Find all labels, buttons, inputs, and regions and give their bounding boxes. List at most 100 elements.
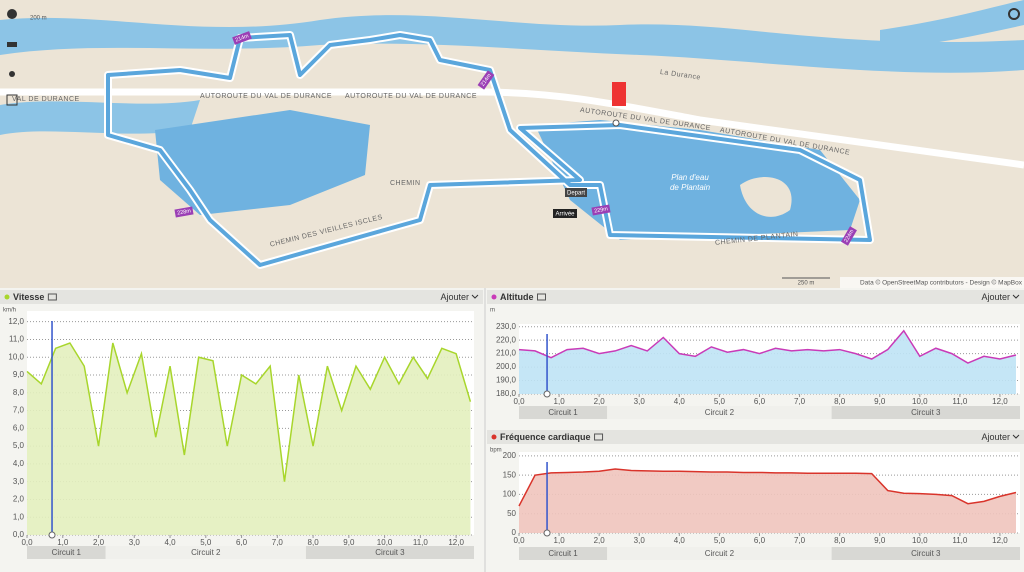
x-tick-label: 2,0 <box>93 538 105 547</box>
x-tick-label: 9,0 <box>874 536 886 545</box>
x-tick-label: 9,0 <box>343 538 355 547</box>
y-tick-label: 5,0 <box>13 441 25 450</box>
road-label: VAL DE DURANCE <box>12 96 80 103</box>
circuit-label: Circuit 3 <box>911 408 941 417</box>
lake <box>155 110 370 215</box>
zoom-in[interactable] <box>7 9 17 19</box>
street-label: CHEMIN <box>390 180 421 187</box>
x-tick-label: 0,0 <box>513 397 525 406</box>
x-tick-label: 1,0 <box>554 536 566 545</box>
x-tick-label: 10,0 <box>377 538 393 547</box>
series-line <box>518 468 1017 507</box>
circuit-band <box>105 546 306 559</box>
km-marker-label: 229m <box>594 206 609 214</box>
credits: Data © OpenStreetMap contributors - Desi… <box>860 279 1023 287</box>
x-tick-label: 6,0 <box>754 397 766 406</box>
y-tick-label: 6,0 <box>13 423 25 432</box>
circuit-label: Circuit 3 <box>375 548 405 557</box>
circuit-band <box>607 406 832 419</box>
x-tick-label: 8,0 <box>834 536 846 545</box>
km-marker: 228m <box>174 206 194 218</box>
series-dot <box>491 434 497 440</box>
x-tick-label: 4,0 <box>674 397 686 406</box>
y-tick-label: 200,0 <box>496 362 517 371</box>
y-tick-label: 10,0 <box>8 352 24 361</box>
add-button[interactable]: Ajouter <box>981 292 1010 302</box>
x-tick-label: 11,0 <box>413 538 429 547</box>
road-label: AUTOROUTE DU VAL DE DURANCE <box>345 93 477 100</box>
series-dot <box>491 294 497 300</box>
circuit-label: Circuit 3 <box>911 549 941 558</box>
x-tick-label: 3,0 <box>129 538 141 547</box>
settings[interactable] <box>1008 8 1020 20</box>
cursor-handle[interactable] <box>543 529 551 537</box>
fullscreen[interactable] <box>6 94 18 106</box>
river-arm <box>880 0 1024 50</box>
km-marker-bg <box>477 70 495 90</box>
add-button[interactable]: Ajouter <box>981 432 1010 442</box>
start-label: Depart <box>567 191 585 197</box>
series-dot <box>4 294 10 300</box>
cursor-handle[interactable] <box>48 531 56 539</box>
x-tick-label: 12,0 <box>992 536 1008 545</box>
zoom-out[interactable] <box>9 71 15 77</box>
add-button[interactable]: Ajouter <box>440 292 469 302</box>
x-tick-label: 1,0 <box>57 538 69 547</box>
circuit-band <box>519 547 608 560</box>
unit-label: m <box>490 308 495 314</box>
chevron <box>471 294 479 299</box>
circuit-band <box>305 546 474 559</box>
y-tick-label: 150 <box>503 470 517 479</box>
x-tick-label: 10,0 <box>912 536 928 545</box>
cursor-handle[interactable] <box>543 390 551 398</box>
scale-label: 250 m <box>798 281 815 287</box>
km-marker-bg <box>841 226 857 246</box>
km-marker: 229m <box>591 204 611 216</box>
x-tick-label: 2,0 <box>594 536 606 545</box>
lake-label: Plan d'eau <box>671 173 709 182</box>
x-tick-label: 9,0 <box>874 397 886 406</box>
x-tick-label: 1,0 <box>554 397 566 406</box>
series-line <box>518 329 1017 364</box>
position-dot <box>612 119 620 127</box>
circuit-band <box>831 406 1020 419</box>
comment-icon <box>537 293 546 301</box>
panel-title: Vitesse <box>13 292 44 302</box>
y-tick-label: 190,0 <box>496 376 517 385</box>
series-area <box>519 468 1016 533</box>
y-tick-label: 50 <box>507 509 516 518</box>
unit-label: km/h <box>3 308 16 314</box>
x-tick-label: 7,0 <box>794 536 806 545</box>
x-tick-label: 5,0 <box>714 536 726 545</box>
x-tick-label: 0,0 <box>21 538 33 547</box>
x-tick-label: 6,0 <box>754 536 766 545</box>
zoom-slider[interactable] <box>7 42 17 47</box>
circuit-band <box>607 547 832 560</box>
y-tick-label: 9,0 <box>13 370 25 379</box>
panel-header <box>487 430 1024 444</box>
position-marker <box>612 82 626 106</box>
km-marker-label: 228m <box>177 208 192 216</box>
panel-title: Fréquence cardiaque <box>500 432 591 442</box>
y-tick-label: 12,0 <box>8 317 24 326</box>
y-tick-label: 210,0 <box>496 349 517 358</box>
chevron <box>1012 294 1020 299</box>
x-tick-label: 12,0 <box>992 397 1008 406</box>
x-tick-label: 10,0 <box>912 397 928 406</box>
y-tick-label: 1,0 <box>13 512 25 521</box>
x-tick-label: 3,0 <box>634 536 646 545</box>
series-line <box>26 342 472 482</box>
km-marker-bg <box>232 31 252 45</box>
x-tick-label: 6,0 <box>236 538 248 547</box>
y-tick-label: 180,0 <box>496 389 517 398</box>
map[interactable]: VAL DE DURANCE AUTOROUTE DU VAL DE DURAN… <box>0 0 1024 288</box>
circuit-band <box>519 406 608 419</box>
x-tick-label: 4,0 <box>674 536 686 545</box>
y-tick-label: 0,0 <box>13 530 25 539</box>
river-arm <box>0 100 200 135</box>
km-marker: 214m <box>232 31 252 45</box>
circuit-label: Circuit 2 <box>705 549 735 558</box>
x-tick-label: 7,0 <box>794 397 806 406</box>
x-tick-label: 11,0 <box>952 397 968 406</box>
y-tick-label: 230,0 <box>496 322 517 331</box>
